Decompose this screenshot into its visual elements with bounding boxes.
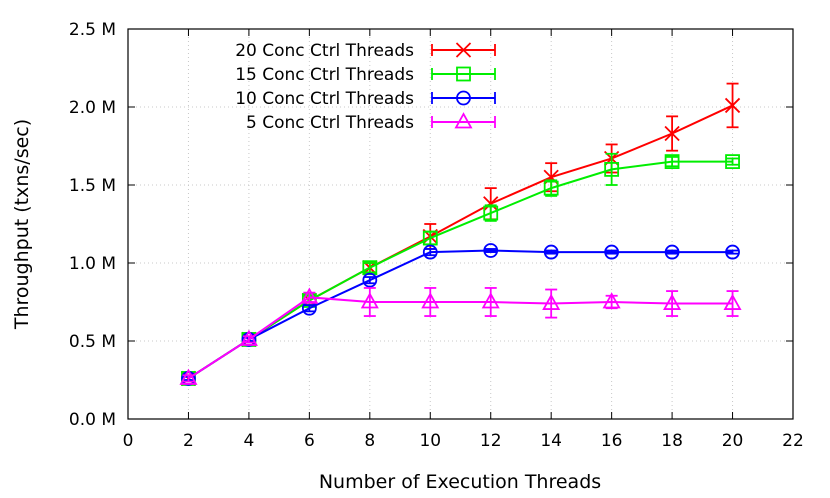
y-tick-label-1: 0.5 M bbox=[69, 332, 116, 352]
x-tick-label-4: 4 bbox=[243, 431, 254, 451]
data-point-2-5 bbox=[483, 243, 499, 258]
legend-marker-0-b bbox=[455, 42, 472, 58]
x-tick-label-12: 12 bbox=[480, 431, 502, 451]
data-point-1-6 bbox=[543, 180, 559, 196]
y-tick-label-2: 1.0 M bbox=[69, 254, 116, 274]
data-point-3-6 bbox=[542, 293, 561, 310]
data-point-0-8-b bbox=[664, 125, 680, 142]
series-2 bbox=[181, 243, 740, 386]
x-tick-label-2: 2 bbox=[183, 431, 194, 451]
x-tick-label-0: 0 bbox=[123, 431, 134, 451]
series-line-3 bbox=[187, 296, 733, 380]
y-tick-label-4: 2.0 M bbox=[69, 98, 116, 118]
data-point-1-4 bbox=[422, 230, 438, 246]
data-point-3-2 bbox=[300, 287, 319, 304]
x-tick-label-20: 20 bbox=[722, 431, 744, 451]
x-tick-label-18: 18 bbox=[661, 431, 683, 451]
legend-marker-3 bbox=[454, 112, 473, 129]
y-tick-label-5: 2.5 M bbox=[69, 20, 116, 40]
series-group bbox=[179, 82, 742, 387]
x-tick-label-14: 14 bbox=[540, 431, 562, 451]
x-tick-label-8: 8 bbox=[364, 431, 375, 451]
legend-marker-1 bbox=[456, 66, 471, 82]
data-point-1-9 bbox=[725, 154, 740, 170]
data-point-3-1 bbox=[239, 329, 258, 346]
data-point-2-4 bbox=[422, 244, 438, 260]
legend-label-1: 15 Conc Ctrl Threads bbox=[235, 65, 414, 85]
series-3 bbox=[179, 287, 742, 385]
x-axis-title: Number of Execution Threads bbox=[319, 471, 601, 493]
data-point-1-8 bbox=[664, 154, 680, 170]
y-axis-title: Throughput (txns/sec) bbox=[11, 119, 33, 330]
legend-label-0: 20 Conc Ctrl Threads bbox=[235, 41, 414, 61]
plot-frame bbox=[127, 28, 794, 420]
x-tick-label-6: 6 bbox=[304, 431, 315, 451]
x-tick-label-16: 16 bbox=[601, 431, 623, 451]
grid-lines bbox=[128, 29, 793, 419]
data-point-2-6 bbox=[543, 244, 559, 260]
data-point-2-8 bbox=[664, 244, 680, 260]
data-point-2-3 bbox=[362, 272, 378, 288]
data-point-0-8 bbox=[664, 125, 680, 142]
data-point-0-9-b bbox=[724, 97, 741, 114]
x-tick-label-22: 22 bbox=[782, 431, 804, 451]
data-point-0-5 bbox=[483, 196, 499, 212]
axis-ticks: 0 2 4 6 8 10 12 14 16 18 20 22 0.0 M 0.5 M 1.0 M 1.5 M 2… bbox=[69, 20, 804, 451]
data-point-1-7 bbox=[604, 161, 620, 177]
legend-label-2: 10 Conc Ctrl Threads bbox=[235, 89, 414, 109]
data-point-2-7 bbox=[604, 244, 620, 260]
legend-marker-2 bbox=[456, 90, 471, 106]
data-point-3-7 bbox=[602, 292, 621, 309]
data-point-0-5-b bbox=[483, 196, 499, 212]
data-point-0-9 bbox=[724, 97, 741, 114]
series-1 bbox=[181, 152, 740, 386]
legend: 20 Conc Ctrl Threads 15 Conc Ctrl Threads… bbox=[235, 41, 496, 133]
y-tick-label-0: 0.0 M bbox=[69, 410, 116, 430]
data-point-3-0 bbox=[179, 368, 198, 385]
x-tick-label-10: 10 bbox=[419, 431, 441, 451]
series-line-2 bbox=[187, 249, 733, 380]
data-point-3-4 bbox=[421, 292, 440, 309]
data-point-2-9 bbox=[725, 244, 740, 260]
y-tick-label-3: 1.5 M bbox=[69, 176, 116, 196]
data-point-3-5 bbox=[481, 292, 500, 309]
legend-marker-0 bbox=[455, 42, 472, 58]
data-point-1-5 bbox=[483, 205, 499, 221]
data-point-3-8 bbox=[663, 293, 682, 310]
series-line-1 bbox=[187, 160, 733, 380]
series-line-0 bbox=[187, 104, 733, 380]
data-point-3-3 bbox=[360, 292, 379, 309]
legend-label-3: 5 Conc Ctrl Threads bbox=[246, 113, 414, 133]
data-point-3-9 bbox=[723, 293, 742, 310]
